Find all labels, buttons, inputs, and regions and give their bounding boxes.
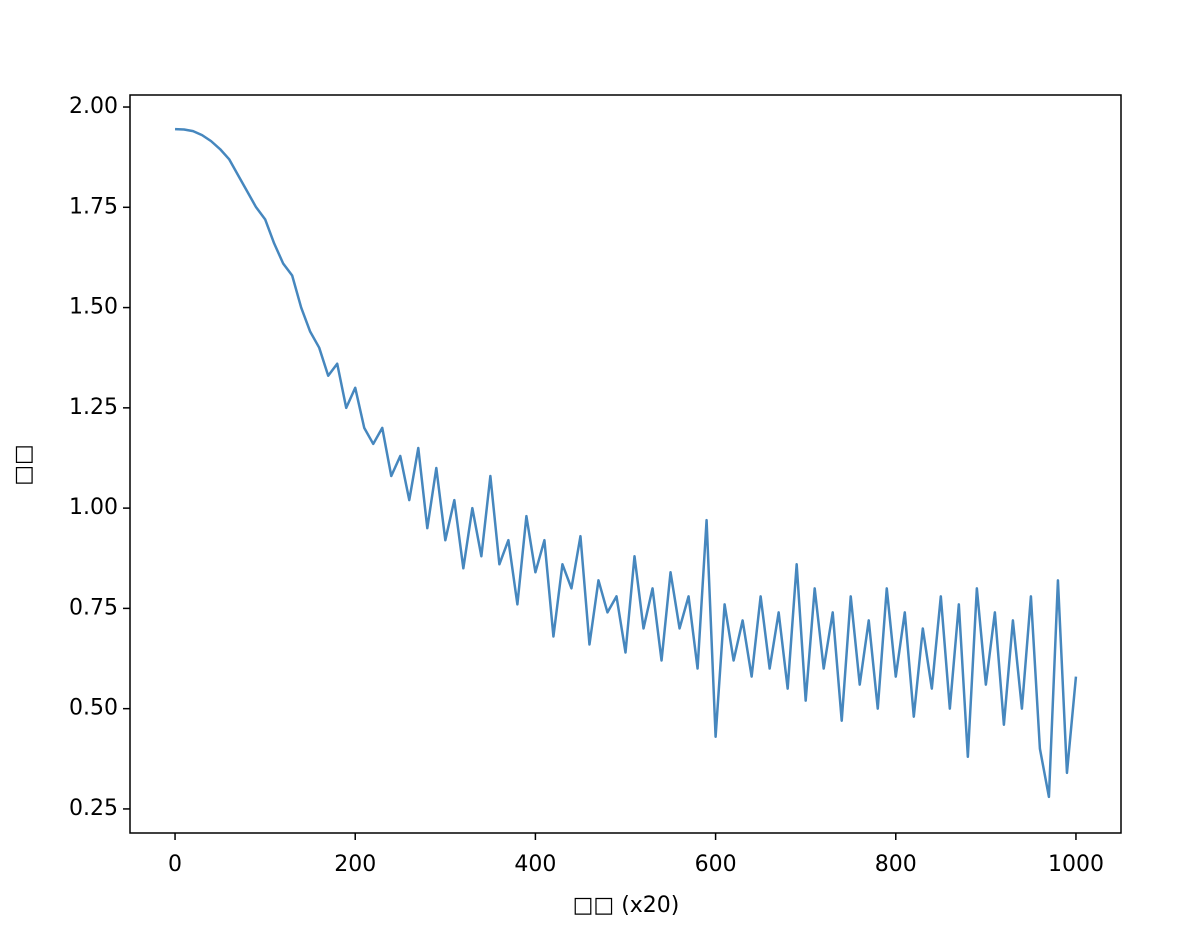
x-tick-label: 1000: [1048, 852, 1104, 877]
x-tick-label: 400: [514, 852, 556, 877]
y-tick-label: 2.00: [69, 94, 118, 119]
y-tick-label: 1.75: [69, 194, 118, 219]
y-tick-label: 0.25: [69, 796, 118, 821]
x-tick-label: 800: [875, 852, 917, 877]
y-tick-label: 1.50: [69, 295, 118, 320]
line: [174, 127, 1078, 799]
x-tick-label: 0: [168, 852, 182, 877]
y-tick-label: 0.50: [69, 696, 118, 721]
x-axis-label: □□ (x20): [573, 893, 680, 918]
y-tick-label: 1.25: [69, 395, 118, 420]
x-tick-label: 200: [334, 852, 376, 877]
x-tick-label: 600: [695, 852, 737, 877]
y-tick-label: 0.75: [69, 595, 118, 620]
y-axis-label: □□: [11, 444, 36, 486]
y-tick-label: 1.00: [69, 495, 118, 520]
plot-frame: [129, 94, 1122, 834]
